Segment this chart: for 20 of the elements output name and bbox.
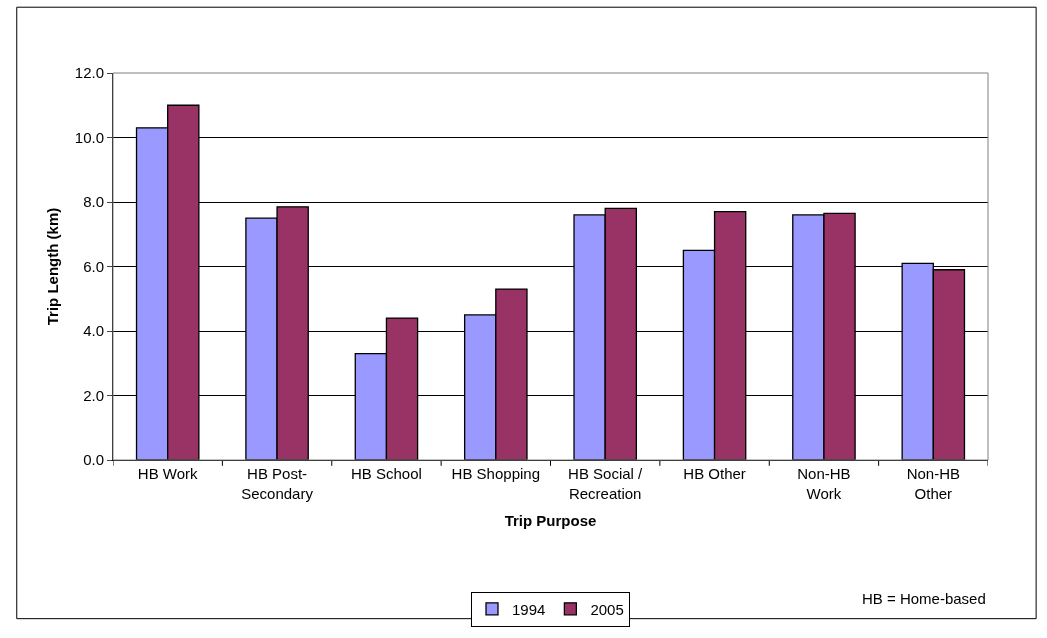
x-axis-title: Trip Purpose — [504, 511, 597, 529]
legend-label: 2005 — [590, 600, 624, 618]
y-tick-label: 0.0 — [83, 451, 104, 469]
y-tick-label: 2.0 — [83, 386, 104, 404]
x-tick-label: HB Work — [137, 465, 199, 482]
x-tick-label: Non-HB Other — [906, 465, 960, 502]
x-tick-label: HB Social / Recreation — [568, 465, 644, 502]
x-tick-label: HB School — [351, 465, 422, 482]
y-tick-label: 4.0 — [83, 322, 104, 340]
y-axis-title: Trip Length (km) — [44, 207, 62, 326]
x-tick-label: HB Shopping — [451, 465, 541, 482]
y-tick-label: 12.0 — [74, 64, 104, 82]
text: HB = Home-based — [862, 590, 986, 607]
x-tick-label: HB Other — [683, 465, 746, 482]
x-tick-label: Non-HB Work — [797, 465, 851, 502]
y-tick-label: 8.0 — [83, 193, 104, 211]
x-tick-label: HB Post- Secondary — [241, 465, 314, 502]
y-tick-label: 10.0 — [74, 128, 104, 146]
legend-label: 1994 — [512, 600, 546, 618]
y-tick-label: 6.0 — [83, 257, 104, 275]
